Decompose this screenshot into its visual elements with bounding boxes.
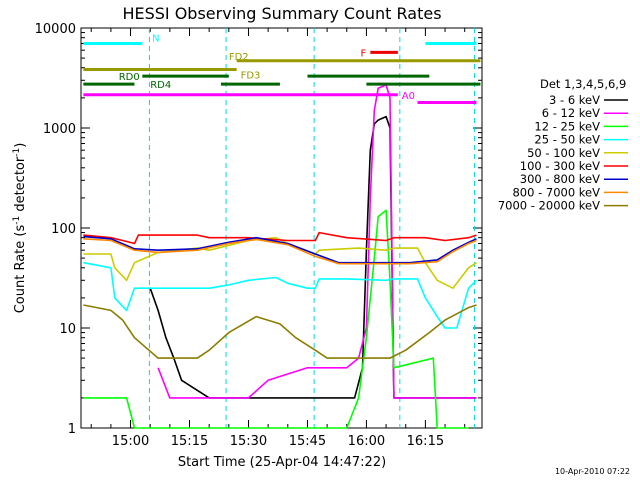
series-line-7 [83,238,477,265]
state-bar-label: F [361,48,367,59]
plot-frame [80,27,483,429]
x-tick-label: 16:15 [407,434,444,449]
series-line-8 [83,304,477,359]
series-line-2 [83,209,469,429]
chart-title: HESSI Observing Summary Count Rates [122,4,441,23]
x-axis: 15:00 15:15 15:30 15:45 16:00 16:15 [90,28,466,449]
state-bar-label: RD0 [119,72,140,83]
legend-label-3: 25 - 50 keV [534,133,600,147]
y-axis-label: Count Rate (s-1 detector-1) [12,143,28,314]
state-bar-label: A0 [402,91,415,102]
y-tick-label: 10000 [35,22,76,37]
plot-area [80,27,483,429]
legend-title: Det 1,3,4,5,6,9 [540,77,626,91]
state-bar-label: FD3 [241,70,261,81]
x-tick-label: 15:45 [289,434,326,449]
legend-label-4: 50 - 100 keV [527,146,600,160]
y-axis: 1 10 100 1000 10000 [35,22,482,437]
series-lines [83,84,478,429]
series-line-5 [83,231,477,245]
y-tick-label: 100 [51,222,76,237]
series-line-0 [149,115,477,399]
series-line-3 [83,261,478,329]
legend-label-5: 100 - 300 keV [520,159,600,173]
series-line-1 [157,84,477,399]
legend-label-2: 12 - 25 keV [534,119,600,133]
state-bars: N F FD2 FD3 RD0 RD4 A0 [83,33,481,104]
x-tick-label: 16:00 [348,434,385,449]
x-tick-label: 15:30 [230,434,267,449]
legend-label-6: 300 - 800 keV [520,172,600,186]
x-axis-label: Start Time (25-Apr-04 14:47:22) [178,455,386,470]
y-tick-label: 1000 [43,122,76,137]
legend-label-0: 3 - 6 keV [549,93,600,107]
x-tick-label: 15:00 [112,434,149,449]
legend-label-8: 7000 - 20000 keV [498,199,600,213]
series-line-6 [83,235,477,264]
state-bar-label: N [152,33,159,44]
state-bar-label: FD2 [229,52,249,63]
x-tick-label: 15:15 [171,434,208,449]
y-tick-label: 10 [59,322,76,337]
legend-label-1: 6 - 12 keV [542,106,600,120]
y-tick-label: 1 [68,422,76,437]
legend-label-7: 800 - 7000 keV [512,185,600,199]
timestamp: 10-Apr-2010 07:22 [555,467,630,476]
state-bar-label: RD4 [150,80,171,91]
